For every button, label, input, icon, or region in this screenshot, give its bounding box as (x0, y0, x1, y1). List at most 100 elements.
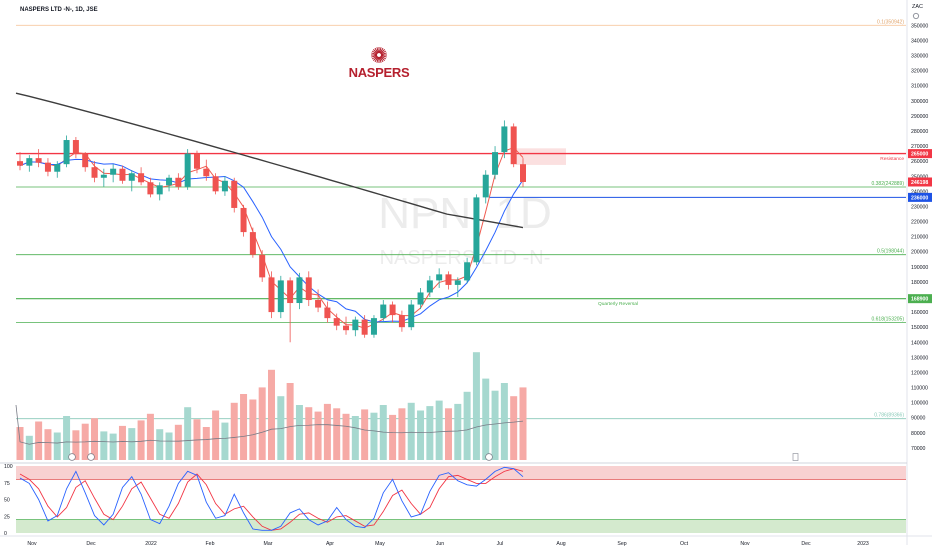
volume-bar (118, 425, 126, 460)
logo-ray (371, 50, 378, 55)
logo-ray (379, 47, 382, 54)
volume-bar (370, 412, 378, 460)
time-tick-label: May (375, 541, 385, 547)
fib-level-label: 0.618(153205) (871, 316, 904, 322)
volume-bar (417, 410, 425, 460)
price-tick-label: 90000 (911, 416, 926, 422)
volume-bar (444, 408, 452, 460)
stoch-tick-label: 100 (4, 464, 13, 470)
volume-bar (398, 408, 406, 460)
price-tick-label: 340000 (911, 38, 928, 44)
volume-bar (212, 410, 220, 460)
logo-ray (376, 56, 379, 63)
volume-bar (109, 433, 117, 460)
time-axis[interactable]: Nov Dec 2022 Feb Mar Apr May Jun Jul Aug Sep Oct Nov… (0, 535, 932, 547)
candle-body (324, 307, 331, 319)
volume-bar (63, 416, 71, 460)
logo-ray (380, 50, 387, 55)
volume-bar (156, 429, 164, 460)
candle-body (464, 262, 471, 281)
candle-body (184, 153, 191, 187)
volume-bar (44, 429, 52, 460)
event-marker (68, 453, 76, 461)
logo-ray (380, 48, 386, 54)
logo-ray (379, 47, 384, 54)
candle-body (156, 185, 163, 195)
price-label-text: 236000 (911, 195, 928, 201)
volume-bar (295, 405, 303, 460)
candle-body (417, 292, 424, 305)
gear-icon[interactable] (912, 12, 920, 20)
candle-body (408, 304, 415, 328)
candle-body (26, 158, 33, 166)
logo-ray (371, 55, 378, 58)
volume-bar (454, 403, 462, 460)
price-label-box (908, 149, 932, 159)
volume-bar (202, 427, 210, 460)
candle-body (231, 180, 238, 208)
overbought-zone (16, 466, 906, 480)
logo-ray (376, 47, 379, 54)
candle-body (520, 164, 526, 182)
volume-bar (174, 424, 182, 460)
candle-body (72, 140, 79, 154)
stoch-tick-label: 25 (4, 514, 10, 520)
candle-body (249, 232, 256, 255)
time-tick-label: Jun (436, 541, 444, 547)
naspers-logo: NASPERS (349, 47, 410, 80)
volume-bar (249, 399, 257, 460)
candle-body (305, 277, 312, 301)
event-marker (87, 453, 95, 461)
time-tick-label: Sep (617, 541, 626, 547)
candle-body (17, 161, 23, 166)
price-label-text: 168900 (911, 297, 928, 303)
fib-level-label: 0.382(242889) (871, 181, 904, 187)
volume-bar (286, 383, 294, 460)
candle-body (203, 168, 210, 177)
volume-bar (25, 435, 33, 460)
price-tick-label: 270000 (911, 144, 928, 150)
price-tick-label: 80000 (911, 431, 926, 437)
price-tick-label: 230000 (911, 204, 928, 210)
logo-ray (371, 55, 378, 60)
candle-body (492, 152, 499, 175)
price-tick-label: 150000 (911, 325, 928, 331)
candle-body (193, 153, 200, 169)
stoch-tick-label: 75 (4, 481, 10, 487)
price-tick-label: 260000 (911, 159, 928, 165)
fib-level-label: 0.1(350942) (877, 19, 904, 25)
logo-ray (379, 56, 384, 63)
price-tick-label: 350000 (911, 23, 928, 29)
candle-body (268, 277, 275, 313)
candle-body (473, 197, 480, 263)
price-axis[interactable]: 350000 340000 330000 320000 310000 300000 2900… (906, 0, 932, 545)
watermark-name: NASPERS LTD -N- (380, 247, 551, 269)
logo-ray (380, 52, 387, 55)
price-tick-label: 140000 (911, 340, 928, 346)
price-tick-label: 120000 (911, 370, 928, 376)
fib-level-label: 0.786(89366) (874, 413, 904, 419)
logo-ray (380, 56, 386, 62)
volume-bar (146, 413, 154, 460)
price-tick-label: 320000 (911, 69, 928, 75)
time-tick-label: Jul (497, 541, 504, 547)
candle-body (315, 300, 322, 308)
candle-body (277, 280, 284, 313)
candle-body (35, 158, 42, 163)
candle-body (44, 162, 51, 172)
volume-bar (72, 430, 80, 460)
ma-mid-line (19, 158, 524, 323)
oversold-zone (16, 519, 906, 533)
candle-body (54, 164, 61, 172)
volume-bar (342, 413, 350, 460)
symbol-title: NASPERS LTD -N-, 1D, JSE (20, 7, 98, 13)
volume-bar (16, 427, 24, 460)
time-tick-label: Nov (27, 541, 37, 547)
volume-bar (500, 383, 508, 460)
candle-body (221, 180, 228, 192)
event-marker (485, 453, 493, 461)
candle-body (100, 174, 107, 178)
event-markers (68, 453, 799, 461)
